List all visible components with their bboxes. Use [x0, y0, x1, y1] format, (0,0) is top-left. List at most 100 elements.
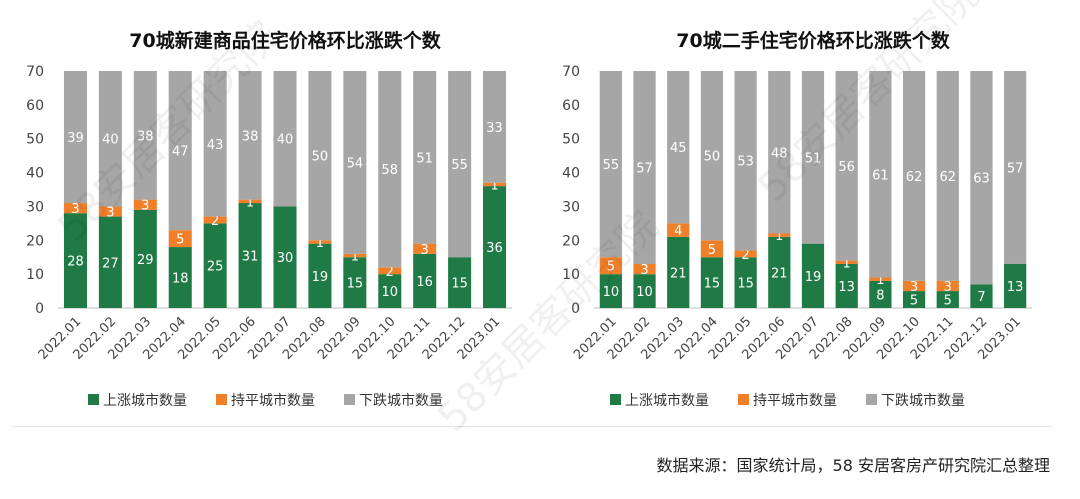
- bar-segment: [667, 71, 690, 224]
- legend-swatch: [738, 394, 749, 405]
- data-label: 13: [1007, 280, 1024, 295]
- bar-segment: [378, 274, 402, 308]
- y-tick-label: 20: [562, 233, 580, 249]
- y-tick-label: 50: [562, 132, 580, 148]
- data-label: 50: [704, 150, 721, 165]
- data-label: 51: [805, 151, 822, 166]
- bar-segment: [343, 253, 367, 258]
- data-label: 29: [137, 253, 154, 268]
- bar-segment: [768, 71, 791, 234]
- bar-segment: [98, 206, 122, 217]
- bar-segment: [133, 209, 157, 308]
- data-label: 40: [277, 133, 294, 148]
- y-tick-label: 70: [26, 64, 44, 80]
- data-label: 10: [381, 285, 398, 300]
- bar-segment: [168, 230, 192, 248]
- legend-label: 上涨城市数量: [625, 392, 709, 409]
- bar-segment: [413, 253, 437, 308]
- data-label: 3: [944, 280, 952, 295]
- data-label: 16: [416, 275, 433, 290]
- bar-segment: [168, 71, 192, 231]
- data-label: 3: [640, 263, 648, 278]
- legend-swatch: [344, 394, 355, 405]
- legend-label: 持平城市数量: [753, 392, 837, 409]
- chart-panel-resale-homes: 70城二手住宅价格环比涨跌个数 0 10 20 30 40 50 60 70 10 5 55 2022.…: [540, 0, 1080, 420]
- data-label: 55: [603, 158, 620, 173]
- y-tick-label: 30: [562, 199, 580, 215]
- data-label: 2: [386, 265, 394, 280]
- legend-label: 下跌城市数量: [359, 392, 443, 409]
- legend-swatch: [216, 394, 227, 405]
- data-label: 15: [347, 277, 364, 292]
- bar-segment: [768, 236, 791, 308]
- y-tick-label: 30: [26, 199, 44, 215]
- data-label: 1: [316, 236, 324, 251]
- legend-label: 下跌城市数量: [881, 392, 965, 409]
- bar-segment: [869, 277, 892, 281]
- bar-segment: [902, 71, 926, 281]
- bar-segment: [667, 223, 690, 237]
- divider-line: [12, 426, 1052, 427]
- data-label: 1: [775, 229, 783, 244]
- bar-segment: [734, 250, 757, 258]
- data-label: 3: [141, 199, 149, 214]
- data-label: 5: [607, 260, 615, 275]
- data-label: 43: [207, 138, 224, 153]
- y-tick-label: 20: [26, 233, 44, 249]
- bar-segment: [599, 71, 622, 258]
- bar-segment: [133, 71, 157, 200]
- y-tick-label: 10: [26, 267, 44, 283]
- data-label: 15: [737, 277, 754, 292]
- data-label: 61: [872, 168, 889, 183]
- data-label: 1: [490, 178, 498, 193]
- bar-segment: [203, 71, 227, 217]
- bar-segment: [63, 203, 87, 214]
- data-label: 38: [242, 129, 259, 144]
- data-label: 7: [977, 290, 985, 305]
- bar-segment: [801, 243, 825, 308]
- bar-segment: [483, 71, 507, 183]
- chart-title: 70城新建商品住宅价格环比涨跌个数: [129, 29, 441, 52]
- data-label: 50: [312, 150, 329, 165]
- bar-segment: [970, 284, 993, 308]
- bar-segment: [63, 71, 87, 204]
- data-label: 55: [451, 158, 468, 173]
- data-label: 5: [708, 243, 716, 258]
- y-tick-label: 60: [26, 98, 44, 114]
- data-label: 54: [347, 156, 364, 171]
- data-label: 1: [246, 195, 254, 210]
- data-label: 15: [451, 277, 468, 292]
- bar-segment: [63, 213, 87, 308]
- bar-segment: [633, 263, 656, 275]
- data-label: 2: [211, 214, 219, 229]
- bar-segment: [238, 199, 262, 204]
- bar-segment: [413, 71, 437, 244]
- data-label: 5: [176, 233, 184, 248]
- y-tick-label: 0: [571, 301, 580, 317]
- data-label: 1: [876, 273, 884, 288]
- data-label: 31: [242, 250, 259, 265]
- data-label: 8: [876, 288, 884, 303]
- bar-segment: [633, 274, 656, 308]
- data-label: 21: [670, 266, 687, 281]
- bar-segment: [168, 247, 192, 308]
- bar-segment: [768, 233, 791, 237]
- bar-segment: [98, 216, 122, 308]
- data-label: 18: [172, 272, 189, 287]
- data-label: 57: [1007, 161, 1024, 176]
- bar-segment: [483, 182, 507, 187]
- data-label: 5: [944, 294, 952, 309]
- source-note: 数据来源：国家统计局，58 安居客房产研究院汇总整理: [656, 456, 1050, 475]
- bar-segment: [448, 71, 472, 258]
- bar-segment: [700, 257, 724, 308]
- bar-segment: [203, 216, 227, 224]
- data-label: 62: [939, 170, 956, 185]
- data-label: 21: [771, 266, 788, 281]
- chart-new-homes: 70城新建商品住宅价格环比涨跌个数01020304050607028339202…: [26, 29, 512, 409]
- bar-segment: [378, 71, 402, 268]
- bar-segment: [869, 280, 892, 308]
- data-label: 10: [603, 285, 620, 300]
- bar-segment: [667, 236, 690, 308]
- bar-segment: [308, 240, 332, 244]
- bar-segment: [599, 257, 622, 275]
